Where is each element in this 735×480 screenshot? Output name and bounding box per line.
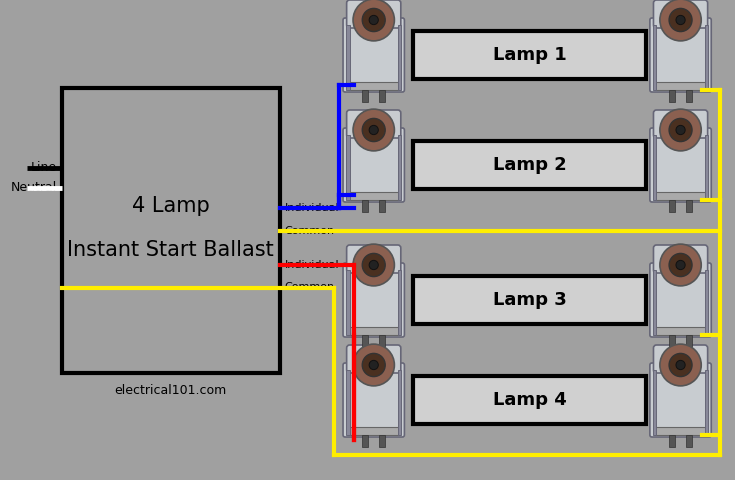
Circle shape	[353, 244, 395, 286]
Circle shape	[353, 0, 395, 41]
Bar	[705, 25, 708, 90]
Circle shape	[676, 360, 685, 370]
Text: Lamp 2: Lamp 2	[492, 156, 567, 174]
Bar	[346, 370, 350, 435]
FancyBboxPatch shape	[653, 345, 708, 373]
Bar	[348, 427, 400, 435]
Bar	[348, 82, 400, 90]
Bar	[346, 135, 350, 200]
Bar	[686, 435, 692, 447]
Text: electrical101.com: electrical101.com	[115, 384, 227, 397]
FancyBboxPatch shape	[650, 18, 711, 92]
FancyBboxPatch shape	[653, 245, 708, 273]
FancyBboxPatch shape	[653, 0, 708, 28]
Bar	[686, 90, 692, 102]
Bar	[669, 335, 675, 347]
Circle shape	[660, 109, 701, 151]
Bar	[655, 427, 706, 435]
Circle shape	[369, 125, 379, 134]
Bar	[398, 135, 401, 200]
Circle shape	[660, 0, 701, 41]
Text: Lamp 3: Lamp 3	[492, 291, 567, 309]
Circle shape	[362, 253, 385, 276]
Circle shape	[369, 15, 379, 24]
Circle shape	[353, 109, 395, 151]
Bar	[346, 25, 350, 90]
Text: Individual: Individual	[284, 203, 340, 213]
Bar	[705, 270, 708, 335]
FancyBboxPatch shape	[343, 263, 404, 337]
FancyBboxPatch shape	[650, 263, 711, 337]
Bar	[362, 200, 368, 212]
Bar	[655, 82, 706, 90]
FancyBboxPatch shape	[343, 128, 404, 202]
Circle shape	[362, 8, 385, 32]
Bar	[348, 192, 400, 200]
FancyBboxPatch shape	[343, 363, 404, 437]
FancyBboxPatch shape	[650, 128, 711, 202]
Bar	[686, 200, 692, 212]
Circle shape	[660, 244, 701, 286]
FancyBboxPatch shape	[650, 363, 711, 437]
Circle shape	[362, 353, 385, 377]
Bar	[413, 141, 646, 189]
Circle shape	[676, 125, 685, 134]
Bar	[655, 327, 706, 335]
Bar	[655, 192, 706, 200]
Text: Individual: Individual	[284, 260, 340, 270]
Bar	[653, 25, 656, 90]
Bar	[379, 90, 385, 102]
Circle shape	[362, 119, 385, 142]
Bar	[362, 335, 368, 347]
Circle shape	[353, 344, 395, 386]
Bar	[669, 90, 675, 102]
Bar	[413, 276, 646, 324]
Text: Common: Common	[284, 283, 334, 292]
Bar	[398, 270, 401, 335]
Circle shape	[369, 260, 379, 270]
FancyBboxPatch shape	[653, 110, 708, 138]
Circle shape	[669, 353, 692, 377]
Bar	[669, 435, 675, 447]
Bar	[413, 376, 646, 424]
Circle shape	[669, 8, 692, 32]
Bar	[413, 31, 646, 79]
Text: Instant Start Ballast: Instant Start Ballast	[68, 240, 274, 261]
Text: Common: Common	[284, 226, 334, 236]
Bar	[346, 270, 350, 335]
Bar	[705, 370, 708, 435]
Bar	[379, 435, 385, 447]
Bar	[398, 25, 401, 90]
FancyBboxPatch shape	[347, 245, 401, 273]
FancyBboxPatch shape	[347, 110, 401, 138]
Bar	[362, 435, 368, 447]
Bar	[379, 335, 385, 347]
Circle shape	[660, 344, 701, 386]
Bar	[653, 135, 656, 200]
Bar	[669, 200, 675, 212]
Bar	[653, 270, 656, 335]
Bar	[653, 370, 656, 435]
Circle shape	[669, 119, 692, 142]
Bar	[362, 90, 368, 102]
Bar	[62, 88, 280, 373]
Bar	[398, 370, 401, 435]
FancyBboxPatch shape	[347, 0, 401, 28]
Bar	[705, 135, 708, 200]
Text: Neutral: Neutral	[11, 181, 57, 194]
Bar	[686, 335, 692, 347]
Circle shape	[669, 253, 692, 276]
FancyBboxPatch shape	[347, 345, 401, 373]
Text: Lamp 4: Lamp 4	[492, 391, 567, 409]
Text: Lamp 1: Lamp 1	[492, 46, 567, 64]
Circle shape	[676, 15, 685, 24]
FancyBboxPatch shape	[343, 18, 404, 92]
Circle shape	[369, 360, 379, 370]
Circle shape	[676, 260, 685, 270]
Bar	[379, 200, 385, 212]
Text: 4 Lamp: 4 Lamp	[132, 195, 209, 216]
Text: Line: Line	[31, 161, 57, 174]
Bar	[348, 327, 400, 335]
